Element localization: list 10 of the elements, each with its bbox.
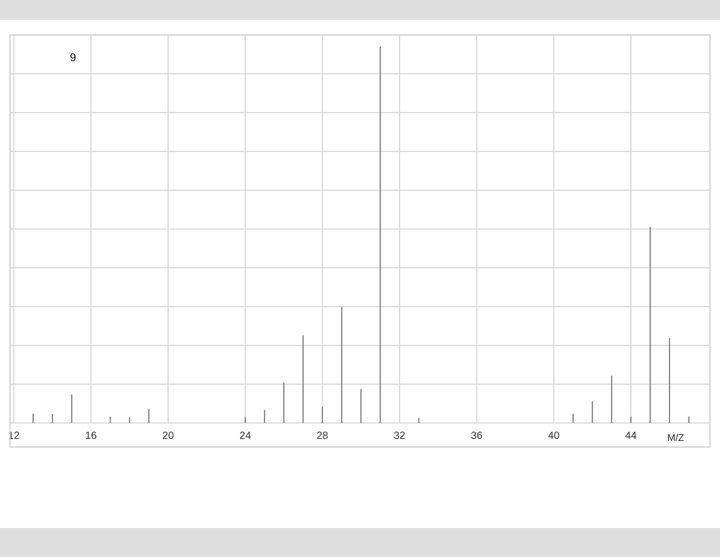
x-tick-label: 40 [548, 432, 560, 439]
x-tick-label: 36 [471, 432, 482, 439]
x-tick-label: 20 [162, 432, 174, 439]
annotation: 9 [70, 53, 76, 62]
x-tick-label: 28 [317, 432, 328, 439]
x-tick-label: 32 [394, 432, 405, 439]
x-tick-label: 16 [86, 432, 96, 439]
x-tick-label: 24 [240, 432, 251, 439]
x-tick-label: 44 [625, 432, 636, 439]
x-axis-title: M/Z [668, 434, 684, 442]
